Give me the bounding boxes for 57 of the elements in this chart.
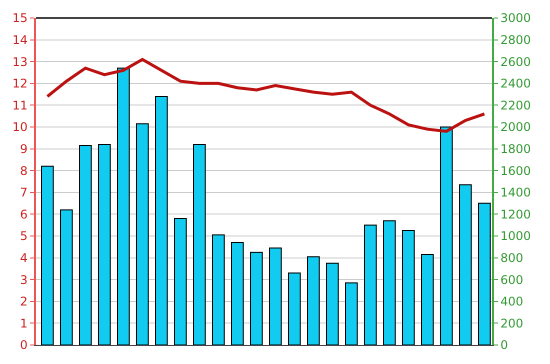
bar (364, 224, 377, 345)
bar (440, 126, 453, 345)
y2-tick-label: 1600 (500, 164, 531, 178)
y-tick-label: 3 (20, 272, 28, 287)
bar (288, 272, 301, 345)
y-tick-label: 7 (20, 186, 28, 200)
line-series (46, 58, 486, 133)
bar (345, 282, 358, 345)
y-tick-label: 14 (12, 33, 28, 47)
bar (155, 96, 168, 345)
y2-tick-label: 600 (500, 272, 524, 287)
y2-tick-label: 2600 (500, 54, 531, 69)
y-tick-label: 9 (20, 142, 28, 156)
bar (459, 184, 472, 345)
y2-tick-label: 2000 (500, 120, 531, 134)
bar (402, 230, 415, 345)
y2-tick-label: 800 (500, 251, 524, 265)
y2-tick-label: 1800 (500, 142, 531, 156)
bar (60, 209, 73, 345)
y-tick-label: 1 (20, 316, 28, 330)
bar (193, 144, 206, 345)
bar (250, 252, 263, 345)
y2-tick-label: 1400 (500, 186, 531, 200)
bar (231, 242, 244, 345)
y-tick-label: 2 (20, 294, 28, 309)
y-tick-label: 5 (20, 229, 28, 244)
y-tick-label: 11 (12, 98, 28, 112)
bar (269, 247, 282, 345)
y2-tick-label: 2400 (500, 76, 531, 91)
y-tick-label: 0 (20, 338, 28, 352)
bar (307, 256, 320, 345)
y-tick-label: 4 (20, 251, 28, 265)
y2-tick-label: 3000 (500, 11, 531, 26)
y-tick-label: 15 (12, 11, 28, 26)
bar (98, 144, 111, 345)
y-tick-label: 6 (20, 207, 28, 222)
bar (212, 234, 225, 345)
bar (41, 166, 54, 345)
bar (478, 202, 491, 345)
bar (326, 262, 339, 345)
y2-tick-label: 400 (500, 294, 524, 309)
y-tick-label: 10 (12, 120, 28, 134)
y2-tick-label: 1000 (500, 229, 531, 244)
y-tick-label: 12 (12, 76, 28, 91)
bar (79, 145, 92, 345)
bar (421, 254, 434, 345)
y2-tick-label: 2800 (500, 33, 531, 47)
y2-tick-label: 1200 (500, 207, 531, 222)
bar (383, 220, 396, 345)
y2-tick-label: 200 (500, 316, 524, 330)
y2-tick-label: 0 (500, 338, 508, 352)
bar (174, 218, 187, 345)
y2-tick-label: 2200 (500, 98, 531, 112)
bar (117, 68, 130, 345)
y-tick-label: 8 (20, 164, 28, 178)
y-tick-label: 13 (12, 54, 28, 69)
bar (136, 123, 149, 345)
